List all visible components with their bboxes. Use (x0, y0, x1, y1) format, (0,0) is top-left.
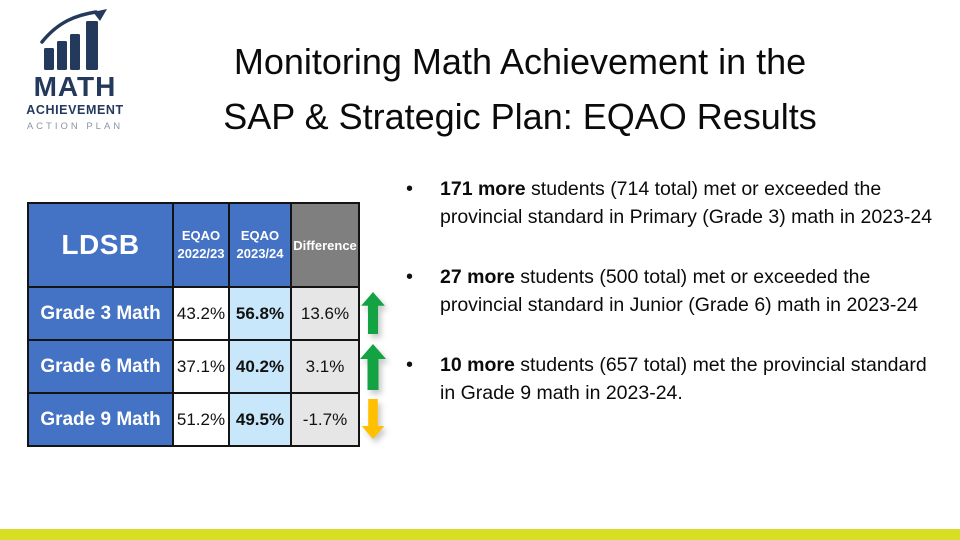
math-achievement-action-plan-logo: MATH ACHIEVEMENT ACTION PLAN (16, 8, 134, 131)
table-row-grade-9: Grade 9 Math 51.2% 49.5% -1.7% (27, 392, 360, 447)
logo-subtitle: ACHIEVEMENT (26, 103, 124, 117)
table-header-row: LDSB EQAO 2022/23 EQAO 2023/24 Differenc… (27, 202, 360, 288)
board-name-cell: LDSB (27, 202, 174, 288)
bullet-text: 27 more students (500 total) met or exce… (440, 264, 942, 319)
bullet-rest: students (657 total) met the provincial … (440, 354, 927, 404)
summary-bullet-list: • 171 more students (714 total) met or e… (406, 176, 942, 440)
grade-9-eqao-2022-23-value: 51.2% (172, 392, 230, 447)
column-header-difference: Difference (290, 202, 360, 288)
growth-bar-chart-icon (40, 9, 107, 70)
slide-title: Monitoring Math Achievement in the SAP &… (100, 34, 940, 144)
grade-3-eqao-2022-23-value: 43.2% (172, 286, 230, 341)
bullet-rest: students (714 total) met or exceeded the… (440, 178, 933, 228)
bullet-item-grade-6: • 27 more students (500 total) met or ex… (406, 264, 942, 319)
bullet-marker: • (406, 354, 414, 376)
bullet-item-grade-3: • 171 more students (714 total) met or e… (406, 176, 942, 231)
logo-tagline: ACTION PLAN (26, 120, 124, 132)
table-row-grade-6: Grade 6 Math 37.1% 40.2% 3.1% (27, 339, 360, 394)
trend-down-arrow-grade-9 (361, 399, 385, 439)
grade-6-difference-value: 3.1% (290, 339, 360, 394)
grade-3-difference-value: 13.6% (290, 286, 360, 341)
column-header-line2: 2022/23 (177, 246, 225, 261)
bullet-text: 171 more students (714 total) met or exc… (440, 176, 942, 231)
slide-title-line2: SAP & Strategic Plan: EQAO Results (223, 96, 817, 137)
row-label-grade-3-math: Grade 3 Math (27, 286, 174, 341)
grade-6-eqao-2022-23-value: 37.1% (172, 339, 230, 394)
column-header-eqao-2022-23: EQAO 2022/23 (172, 202, 230, 288)
bullet-marker: • (406, 266, 414, 288)
bullet-marker: • (406, 178, 414, 200)
logo-title: MATH (33, 71, 117, 102)
grade-6-eqao-2023-24-value: 40.2% (228, 339, 292, 394)
row-label-grade-6-math: Grade 6 Math (27, 339, 174, 394)
trend-up-arrow-grade-3 (361, 292, 385, 334)
eqao-results-table: LDSB EQAO 2022/23 EQAO 2023/24 Differenc… (27, 202, 360, 447)
column-header-eqao-2023-24: EQAO 2023/24 (228, 202, 292, 288)
grade-9-eqao-2023-24-value: 49.5% (228, 392, 292, 447)
bullet-lead: 27 more (440, 266, 515, 288)
column-header-line1: EQAO (240, 228, 280, 244)
grade-3-eqao-2023-24-value: 56.8% (228, 286, 292, 341)
bullet-item-grade-9: • 10 more students (657 total) met the p… (406, 352, 942, 407)
column-header-line1: EQAO (181, 228, 221, 244)
bullet-lead: 171 more (440, 178, 526, 200)
bullet-text: 10 more students (657 total) met the pro… (440, 352, 942, 407)
column-header-line2: 2023/24 (236, 246, 284, 261)
bullet-rest: students (500 total) met or exceeded the… (440, 266, 919, 316)
bullet-lead: 10 more (440, 354, 515, 376)
slide-title-line1: Monitoring Math Achievement in the (233, 41, 807, 82)
row-label-grade-9-math: Grade 9 Math (27, 392, 174, 447)
table-row-grade-3: Grade 3 Math 43.2% 56.8% 13.6% (27, 286, 360, 341)
grade-9-difference-value: -1.7% (290, 392, 360, 447)
bottom-accent-bar (0, 529, 960, 540)
trend-up-arrow-grade-6 (360, 344, 386, 390)
